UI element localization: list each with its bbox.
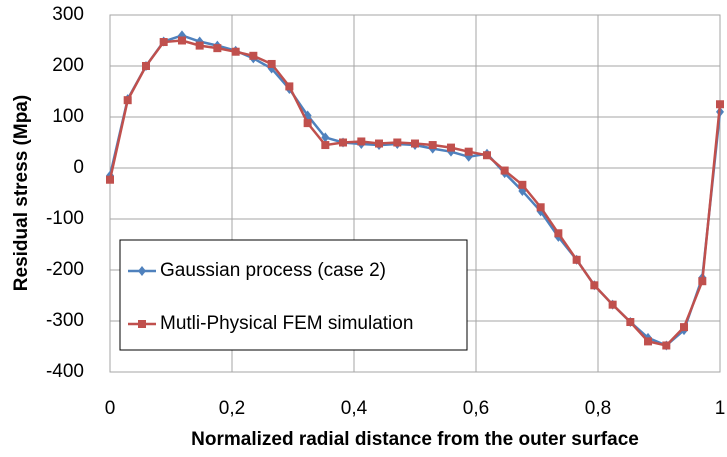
marker bbox=[231, 47, 240, 56]
marker bbox=[123, 96, 132, 105]
legend-box bbox=[119, 239, 468, 351]
marker bbox=[554, 229, 563, 238]
marker bbox=[411, 139, 419, 148]
marker bbox=[267, 59, 276, 68]
marker bbox=[698, 277, 707, 286]
y-tick-label: 100 bbox=[52, 106, 84, 127]
marker bbox=[177, 36, 186, 45]
y-tick-label: -100 bbox=[46, 208, 84, 229]
x-tick-label: 0,8 bbox=[585, 398, 611, 419]
y-axis-title: Residual stress (Mpa) bbox=[11, 95, 32, 291]
marker bbox=[590, 281, 599, 290]
marker bbox=[500, 166, 509, 175]
y-tick-label: 300 bbox=[52, 4, 84, 25]
marker bbox=[572, 255, 581, 264]
marker bbox=[608, 300, 617, 309]
marker bbox=[518, 180, 527, 189]
marker bbox=[339, 138, 348, 147]
marker bbox=[662, 341, 671, 350]
legend-label: Gaussian process (case 2) bbox=[160, 260, 386, 281]
y-tick-label: 0 bbox=[73, 157, 84, 178]
marker bbox=[303, 119, 312, 128]
marker bbox=[446, 143, 455, 152]
y-tick-label: -200 bbox=[46, 259, 84, 280]
plot-border bbox=[109, 14, 721, 373]
marker bbox=[428, 141, 437, 150]
marker bbox=[482, 151, 491, 160]
legend-label: Mutli-Physical FEM simulation bbox=[160, 313, 413, 334]
x-tick-label: 0,4 bbox=[341, 398, 368, 419]
marker bbox=[138, 266, 146, 276]
marker bbox=[141, 62, 150, 70]
y-tick-label: 200 bbox=[52, 55, 84, 76]
marker bbox=[357, 137, 366, 146]
marker bbox=[626, 318, 635, 327]
marker bbox=[213, 44, 222, 53]
marker bbox=[195, 41, 204, 50]
x-tick-label: 0 bbox=[105, 398, 116, 419]
marker bbox=[375, 139, 384, 148]
y-tick-label: -300 bbox=[46, 310, 84, 331]
marker bbox=[393, 138, 402, 147]
x-tick-label: 0,2 bbox=[219, 398, 245, 419]
marker bbox=[644, 337, 653, 346]
marker bbox=[464, 147, 473, 156]
x-tick-label: 1 bbox=[715, 398, 726, 419]
marker bbox=[680, 323, 689, 332]
marker bbox=[321, 141, 330, 150]
x-axis-title: Normalized radial distance from the oute… bbox=[191, 429, 639, 450]
marker bbox=[536, 203, 545, 212]
marker bbox=[716, 100, 724, 109]
marker bbox=[106, 175, 114, 184]
marker bbox=[159, 38, 168, 47]
marker bbox=[138, 320, 146, 328]
x-tick-label: 0,6 bbox=[463, 398, 489, 419]
marker bbox=[321, 132, 330, 143]
marker bbox=[285, 82, 294, 91]
y-tick-label: -400 bbox=[46, 361, 84, 382]
marker bbox=[249, 51, 258, 60]
